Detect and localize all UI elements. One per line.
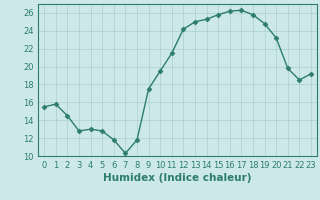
- X-axis label: Humidex (Indice chaleur): Humidex (Indice chaleur): [103, 173, 252, 183]
